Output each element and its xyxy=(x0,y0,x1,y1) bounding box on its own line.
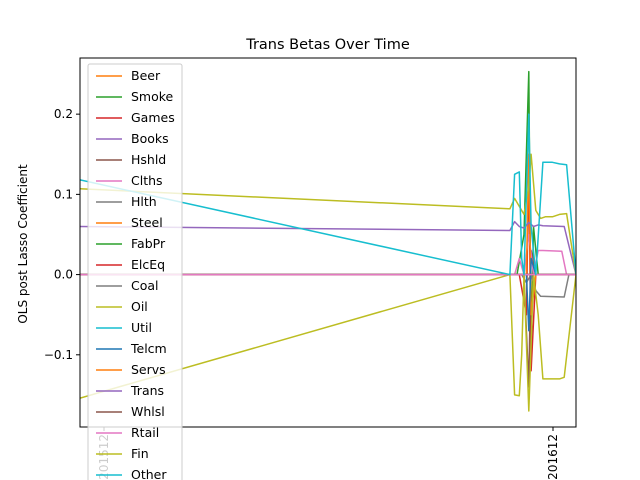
y-tick-label: 0.2 xyxy=(54,107,73,121)
legend-label: Games xyxy=(131,110,175,125)
legend-label: Trans xyxy=(130,383,164,398)
legend-label: Clths xyxy=(131,173,163,188)
legend-label: Util xyxy=(131,320,152,335)
y-tick-label: 0.1 xyxy=(54,187,73,201)
chart-title: Trans Betas Over Time xyxy=(245,37,410,53)
legend-label: Fin xyxy=(131,446,149,461)
legend-label: Steel xyxy=(131,215,163,230)
legend-label: Whlsl xyxy=(131,404,165,419)
legend-label: Hlth xyxy=(131,194,157,209)
legend-label: Books xyxy=(131,131,169,146)
legend-label: Telcm xyxy=(130,341,167,356)
legend-label: FabPr xyxy=(131,236,166,251)
legend: Beer Smoke Games Books Hshld Clths Hlth Steel Fa… xyxy=(87,63,183,480)
series-line-oil xyxy=(80,273,576,412)
series-line-other xyxy=(80,113,576,276)
legend-label: Smoke xyxy=(131,89,174,104)
y-axis-ticks: −0.1 0.0 0.1 0.2 xyxy=(44,107,80,362)
legend-label: Rtail xyxy=(131,425,159,440)
series-line-trans xyxy=(80,220,576,275)
plot-area-frame xyxy=(79,57,577,428)
legend-label: Servs xyxy=(131,362,166,377)
y-axis-label: OLS post Lasso Coefficient xyxy=(16,164,30,324)
legend-label: ElcEq xyxy=(131,257,165,272)
legend-box xyxy=(87,63,183,480)
legend-label: Beer xyxy=(131,68,161,83)
legend-label: Other xyxy=(131,467,167,480)
series-line-fin xyxy=(80,153,576,275)
legend-label: Oil xyxy=(131,299,148,314)
legend-label: Coal xyxy=(131,278,159,293)
x-tick-label: 201612 xyxy=(546,434,560,480)
y-tick-label: 0.0 xyxy=(54,268,73,282)
legend-label: Hshld xyxy=(131,152,166,167)
y-tick-label: −0.1 xyxy=(44,348,73,362)
